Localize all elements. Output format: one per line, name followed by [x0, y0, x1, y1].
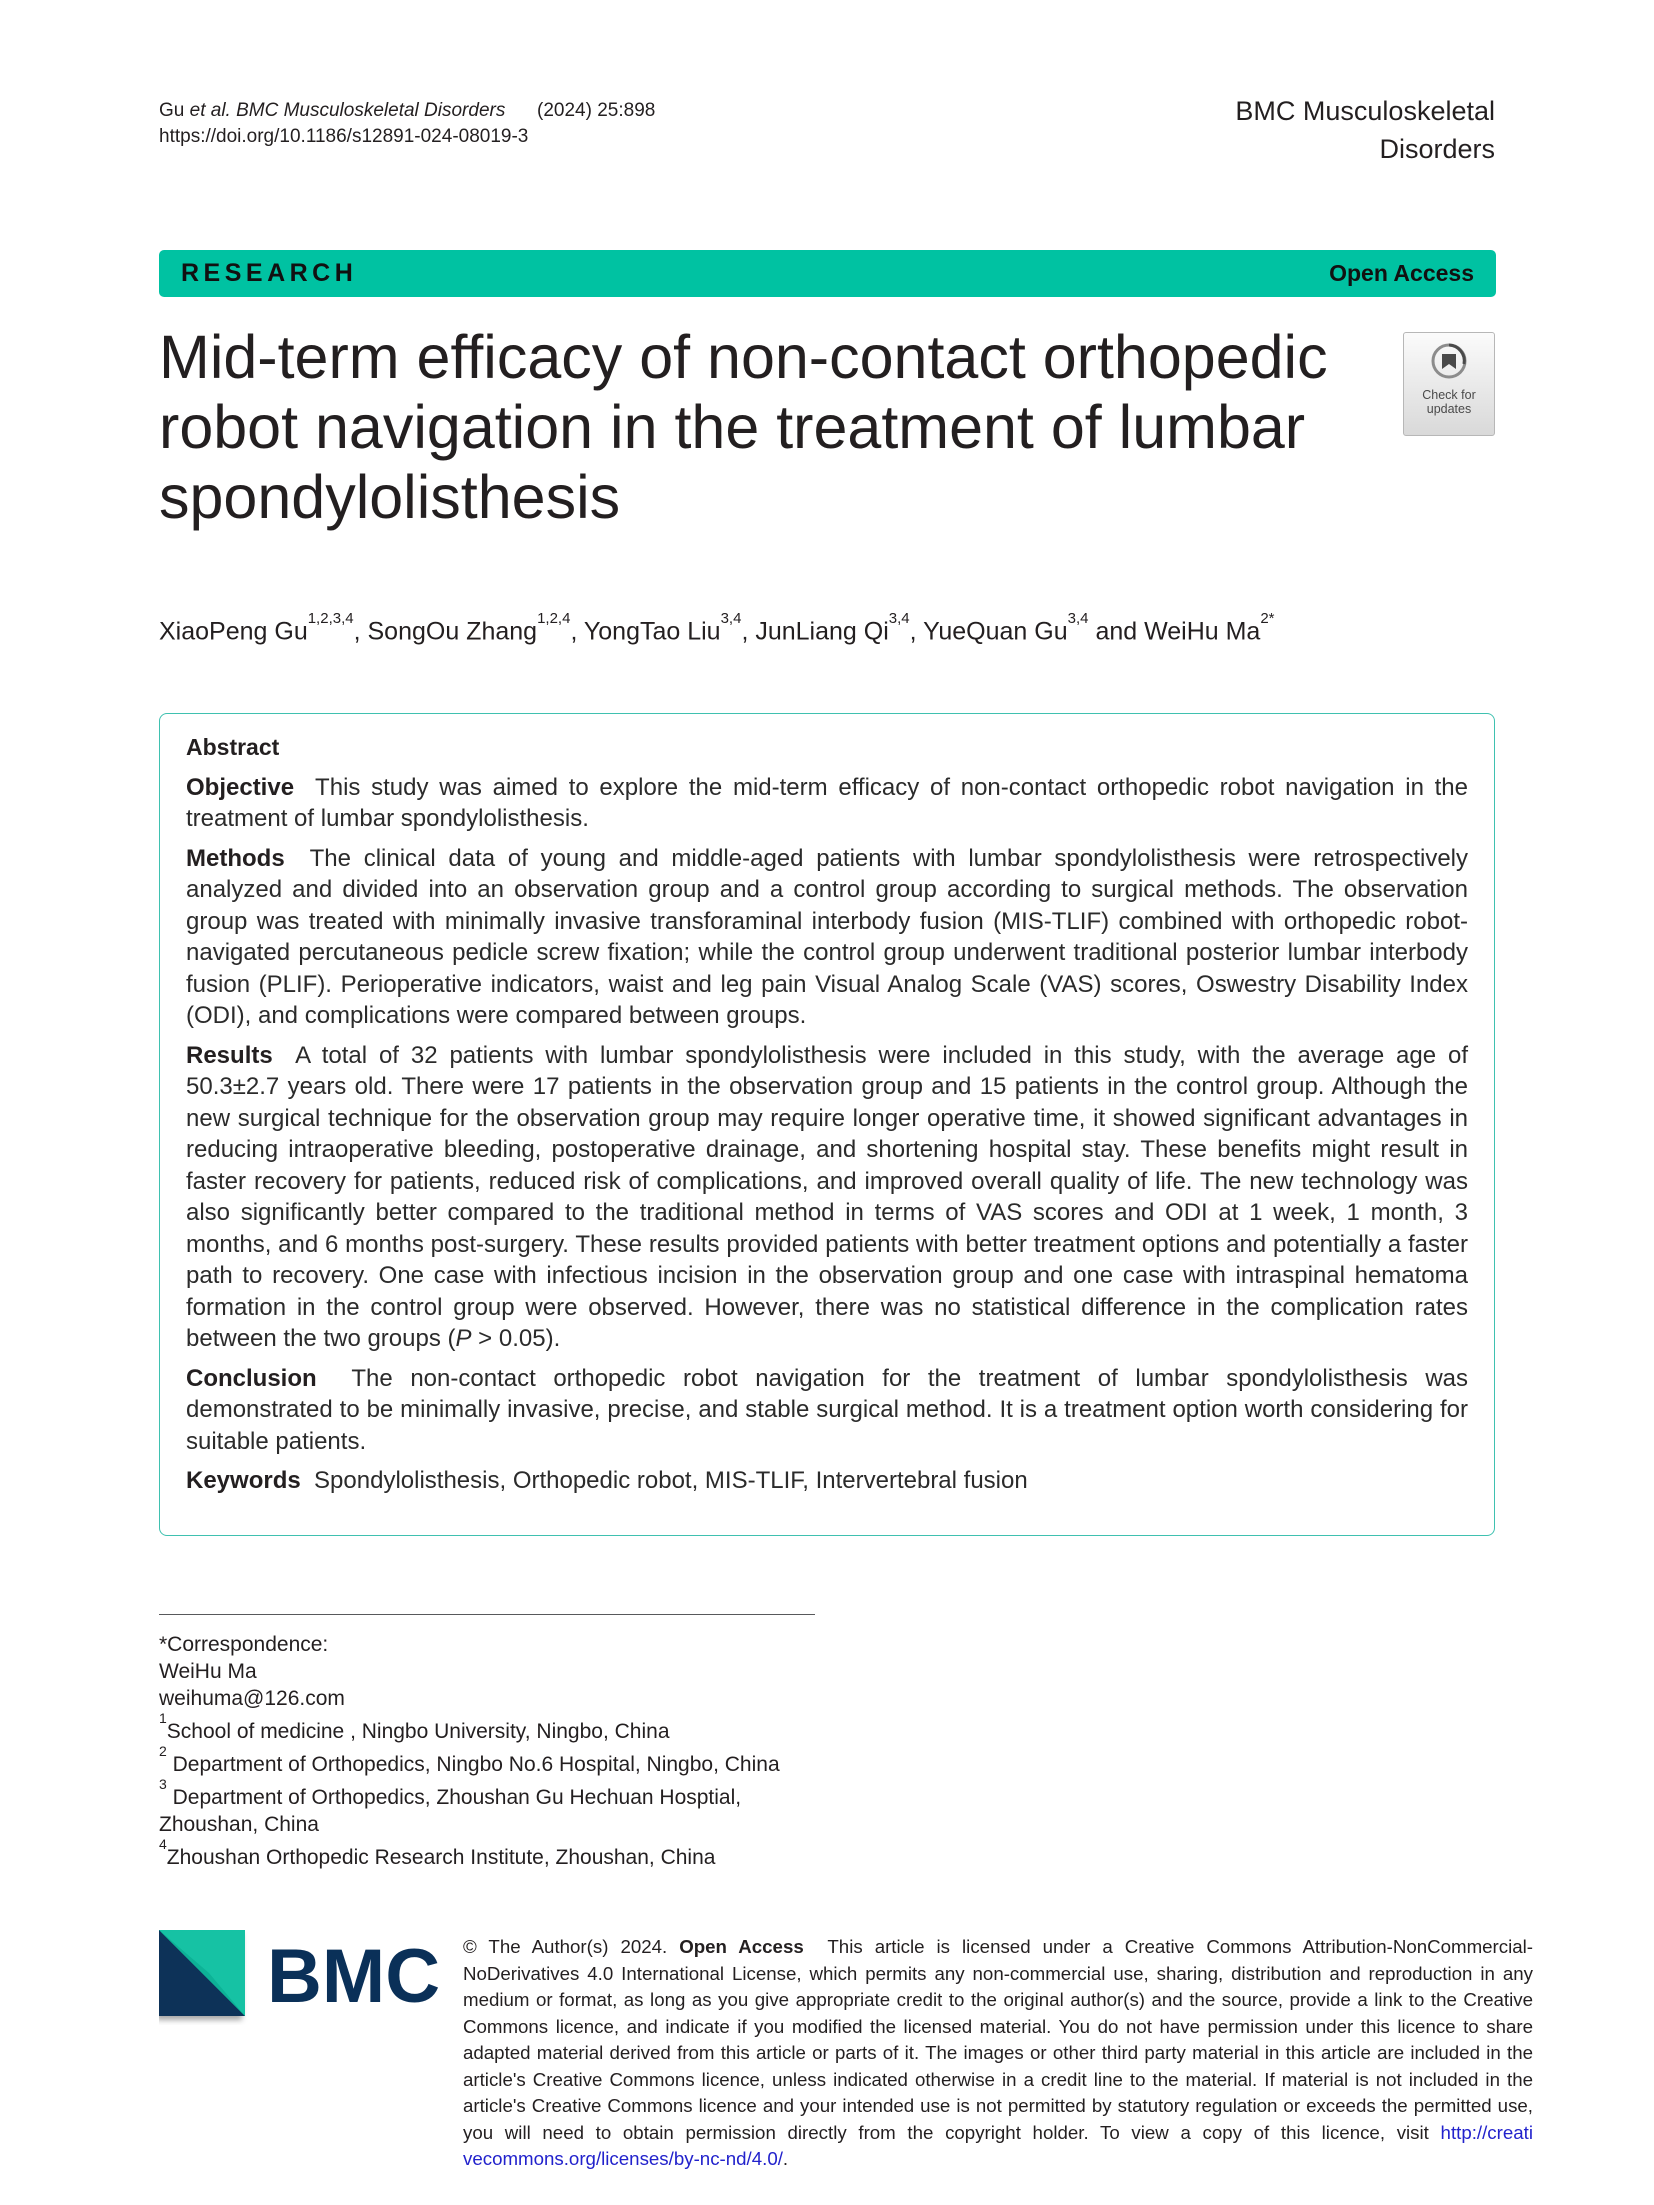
svg-text:BMC: BMC: [267, 1934, 440, 2019]
